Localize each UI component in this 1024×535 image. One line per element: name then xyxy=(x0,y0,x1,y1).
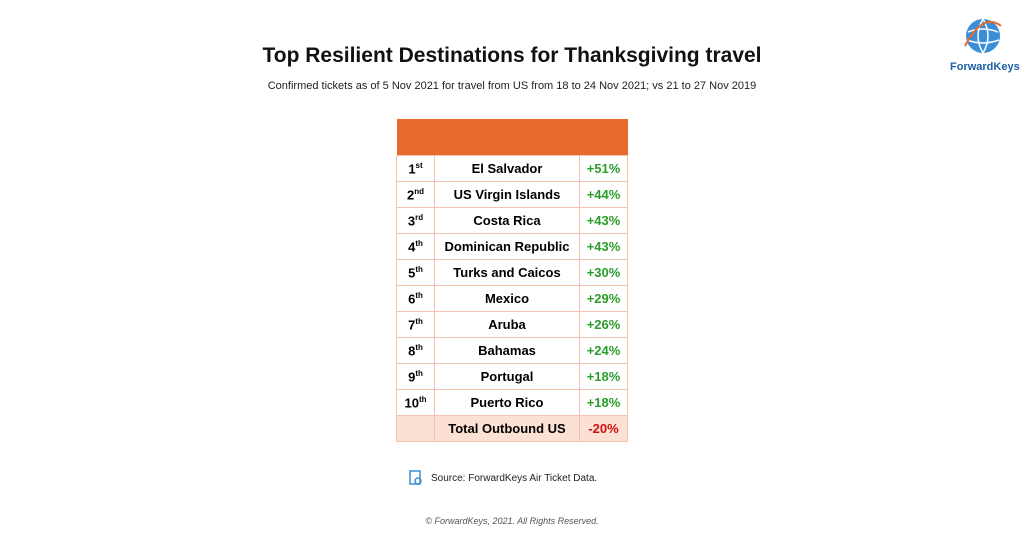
table-row: 6th Mexico +29% xyxy=(396,285,628,312)
rank-cell: 6th xyxy=(396,285,435,312)
rank: 10 xyxy=(404,395,419,411)
destination: Dominican Republic xyxy=(434,233,580,260)
ranking-table: 1st El Salvador +51% 2nd US Virgin Islands +4… xyxy=(396,119,628,442)
change: +29% xyxy=(579,285,628,312)
change: +43% xyxy=(579,233,628,260)
empty-cell xyxy=(396,415,435,442)
rank-suffix: th xyxy=(415,316,423,326)
rank-cell: 3rd xyxy=(396,207,435,234)
rank-cell: 10th xyxy=(396,389,435,416)
rank: 2 xyxy=(406,187,415,203)
logo-globe xyxy=(964,18,1002,54)
table-row: 10th Puerto Rico +18% xyxy=(396,389,628,416)
change: +24% xyxy=(579,337,628,364)
table-row: 5th Turks and Caicos +30% xyxy=(396,259,628,286)
table-row: 1st El Salvador +51% xyxy=(396,155,628,182)
destination: Bahamas xyxy=(434,337,580,364)
rank-suffix: th xyxy=(418,394,427,404)
rank-cell: 9th xyxy=(396,363,435,390)
source: Source: ForwardKeys Air Ticket Data. xyxy=(409,470,597,486)
table-row: 4th Dominican Republic +43% xyxy=(396,233,628,260)
rank: 8 xyxy=(408,343,416,359)
rank: 4 xyxy=(408,239,416,255)
total-change: -20% xyxy=(579,415,628,442)
rank-suffix: th xyxy=(415,238,423,248)
rank-suffix: th xyxy=(415,368,423,378)
rank: 1 xyxy=(408,161,416,177)
source-text: Source: ForwardKeys Air Ticket Data. xyxy=(431,472,598,484)
destination: El Salvador xyxy=(434,155,580,182)
change: +43% xyxy=(579,207,628,234)
rank-cell: 5th xyxy=(396,259,435,286)
rank-cell: 8th xyxy=(396,337,435,364)
total-row: Total Outbound US -20% xyxy=(396,415,628,442)
rank-suffix: th xyxy=(415,342,423,352)
rank-cell: 2nd xyxy=(396,181,435,208)
destination: Costa Rica xyxy=(434,207,580,234)
rank: 7 xyxy=(408,317,416,333)
logo-text: ForwardKeys xyxy=(950,61,1020,73)
rank-cell: 4th xyxy=(396,233,435,260)
destination: Aruba xyxy=(434,311,580,338)
change: +18% xyxy=(579,363,628,390)
destination: Puerto Rico xyxy=(434,389,580,416)
rank: 9 xyxy=(408,369,416,385)
subtitle: Confirmed tickets as of 5 Nov 2021 for t… xyxy=(267,80,757,92)
destination: US Virgin Islands xyxy=(434,181,580,208)
rank-cell: 7th xyxy=(396,311,435,338)
destination: Portugal xyxy=(434,363,580,390)
destination: Turks and Caicos xyxy=(434,259,580,286)
change: +44% xyxy=(579,181,628,208)
table-row: 2nd US Virgin Islands +44% xyxy=(396,181,628,208)
rank: 3 xyxy=(407,213,416,229)
destination: Mexico xyxy=(434,285,580,312)
rank: 5 xyxy=(408,265,416,281)
copyright: © ForwardKeys, 2021. All Rights Reserved… xyxy=(425,516,599,526)
table-row: 3rd Costa Rica +43% xyxy=(396,207,628,234)
header-cell xyxy=(396,119,628,156)
total-label: Total Outbound US xyxy=(434,415,580,442)
header-row xyxy=(396,119,628,156)
rank-suffix: th xyxy=(415,264,423,274)
change: +30% xyxy=(579,259,628,286)
source-icon xyxy=(409,470,422,485)
rank-suffix: nd xyxy=(414,186,424,196)
table-row: 7th Aruba +26% xyxy=(396,311,628,338)
change: +18% xyxy=(579,389,628,416)
table-row: 9th Portugal +18% xyxy=(396,363,628,390)
rank-cell: 1st xyxy=(396,155,435,182)
rank-suffix: st xyxy=(415,160,423,170)
rank: 6 xyxy=(408,291,416,307)
change: +51% xyxy=(579,155,628,182)
change: +26% xyxy=(579,311,628,338)
rank-suffix: th xyxy=(415,290,423,300)
title: Top Resilient Destinations for Thanksgiv… xyxy=(262,44,762,67)
logo: ForwardKeys xyxy=(950,16,1020,73)
rank-suffix: rd xyxy=(415,212,424,222)
table-row: 8th Bahamas +24% xyxy=(396,337,628,364)
